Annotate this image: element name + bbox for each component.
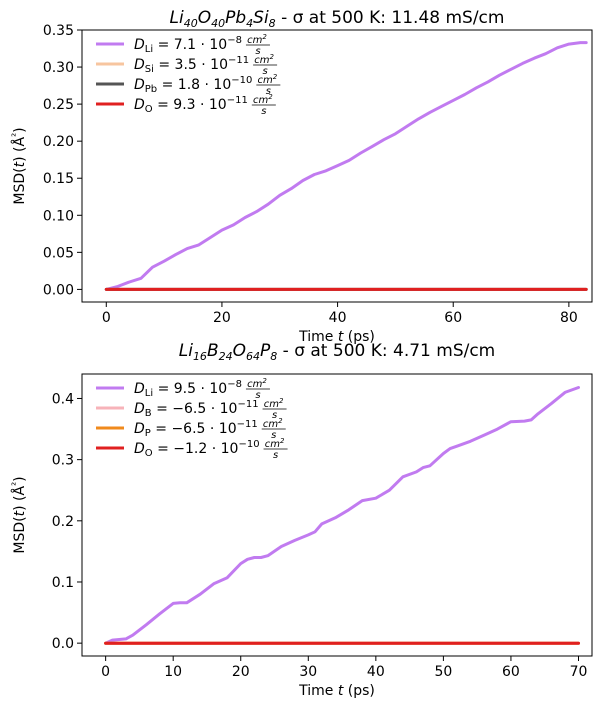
x-tick-label: 50	[434, 664, 452, 680]
legend-frac-num: cm2	[265, 437, 285, 450]
chart-title: Li16​B24​O64​P8​ - σ at 500 K: 4.71 mS/c…	[179, 341, 496, 363]
legend-frac-den: s	[271, 430, 276, 441]
series-lines	[104, 386, 580, 645]
series-line-li	[104, 41, 588, 291]
legend-frac-num: cm2	[253, 93, 273, 106]
plot-frame	[81, 373, 593, 657]
legend-frac-den: s	[272, 410, 277, 421]
x-tick-label: 60	[444, 310, 462, 326]
y-tick-label: 0.00	[43, 282, 74, 298]
legend-frac-den: s	[255, 390, 260, 401]
y-tick-label: 0.30	[43, 60, 74, 76]
chart-2: Li16​B24​O64​P8​ - σ at 500 K: 4.71 mS/c…	[11, 341, 593, 699]
y-axis-label: MSD(t) (Å²)	[11, 127, 28, 204]
series-lines	[104, 41, 588, 291]
legend-label-p: DP = −6.5 · 10−11	[134, 419, 258, 439]
y-tick-label: 0.4	[52, 391, 74, 407]
x-tick-label: 20	[232, 664, 250, 680]
legend-label-li: DLi = 9.5 · 10−8	[134, 379, 242, 399]
chart-title: Li40​O40​Pb4​Si8​ - σ at 500 K: 11.48 mS…	[170, 8, 505, 30]
y-tick-label: 0.10	[43, 208, 74, 224]
legend-frac-den: s	[262, 66, 267, 77]
y-axis-label: MSD(t) (Å²)	[11, 476, 28, 553]
plot-frame	[81, 29, 593, 303]
y-tick-label: 0.20	[43, 134, 74, 150]
y-tick-label: 0.2	[52, 514, 74, 530]
legend-label-pb: DPb = 1.8 · 10−10	[134, 75, 252, 95]
y-tick-label: 0.1	[52, 575, 74, 591]
legend-frac-num: cm2	[263, 417, 283, 430]
x-tick-label: 20	[213, 310, 231, 326]
x-tick-label: 60	[502, 664, 520, 680]
x-axis-label: Time t (ps)	[298, 683, 375, 699]
legend-label-si: DSi = 3.5 · 10−11	[134, 55, 249, 75]
legend-frac-den: s	[255, 46, 260, 57]
x-tick-label: 30	[299, 664, 317, 680]
legend-frac-num: cm2	[257, 73, 277, 86]
legend-frac-den: s	[266, 86, 271, 97]
legend-frac-num: cm2	[247, 33, 267, 46]
y-tick-label: 0.25	[43, 97, 74, 113]
legend-frac-num: cm2	[264, 397, 284, 410]
legend-frac-den: s	[261, 106, 266, 117]
x-axis-label: Time t (ps)	[298, 329, 375, 345]
x-tick-label: 10	[164, 664, 182, 680]
x-tick-label: 40	[329, 310, 347, 326]
y-tick-label: 0.0	[52, 636, 74, 652]
x-tick-label: 80	[560, 310, 578, 326]
legend-label-li: DLi = 7.1 · 10−8	[134, 35, 242, 55]
legend-frac-num: cm2	[247, 377, 267, 390]
y-tick-label: 0.3	[52, 453, 74, 469]
chart-1: Li40​O40​Pb4​Si8​ - σ at 500 K: 11.48 mS…	[11, 8, 593, 345]
x-tick-label: 0	[102, 310, 111, 326]
y-tick-label: 0.05	[43, 245, 74, 261]
x-tick-label: 40	[367, 664, 385, 680]
legend-frac-num: cm2	[254, 53, 274, 66]
x-tick-label: 70	[570, 664, 588, 680]
series-line-li	[104, 386, 580, 645]
y-tick-label: 0.15	[43, 171, 74, 187]
legend-frac-den: s	[273, 450, 278, 461]
legend-label-b: DB = −6.5 · 10−11	[134, 399, 259, 419]
legend-label-o: DO = −1.2 · 10−10	[134, 439, 260, 459]
y-tick-label: 0.35	[43, 23, 74, 39]
legend-label-o: DO = 9.3 · 10−11	[134, 95, 248, 115]
x-tick-label: 0	[101, 664, 110, 680]
